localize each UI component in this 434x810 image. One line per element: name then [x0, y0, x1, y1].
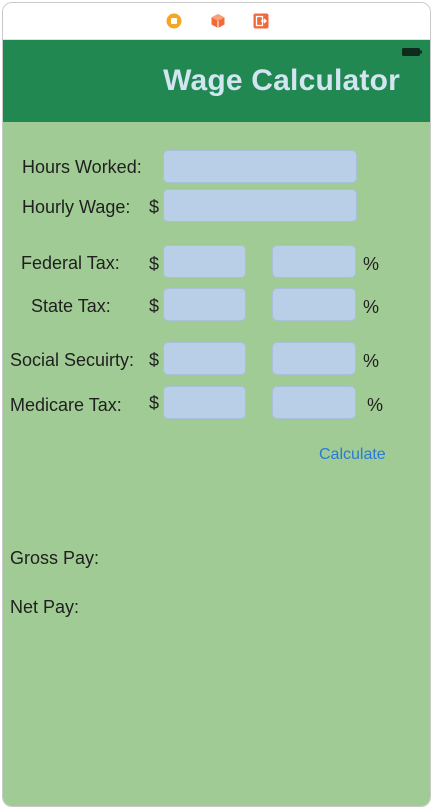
- scene-dock: [3, 3, 430, 40]
- federal-tax-label: Federal Tax:: [21, 253, 120, 273]
- cube-icon[interactable]: [210, 13, 226, 29]
- hourly-wage-label: Hourly Wage:: [22, 197, 131, 217]
- state-tax-label: State Tax:: [31, 296, 111, 316]
- medicare-tax-amount-input[interactable]: [163, 386, 246, 419]
- medicare-tax-percent-input[interactable]: [272, 386, 356, 419]
- federal-tax-percent-sign: %: [363, 254, 380, 274]
- federal-tax-percent-input[interactable]: [272, 245, 356, 278]
- social-security-label: Social Secuirty:: [10, 350, 135, 370]
- federal-tax-amount-input[interactable]: [163, 245, 246, 278]
- gross-pay-label: Gross Pay:: [10, 548, 100, 568]
- hours-worked-label: Hours Worked:: [22, 157, 142, 177]
- social-security-currency: $: [149, 350, 160, 370]
- net-pay-label: Net Pay:: [10, 597, 80, 617]
- medicare-tax-currency: $: [149, 393, 160, 413]
- hourly-wage-input[interactable]: [163, 189, 357, 222]
- state-tax-currency: $: [149, 296, 160, 316]
- social-security-percent-sign: %: [363, 351, 380, 371]
- state-tax-percent-input[interactable]: [272, 288, 356, 321]
- state-tax-percent-sign: %: [363, 297, 380, 317]
- app-view: Wage Calculator Hours Worked: Hourly Wag…: [3, 40, 430, 806]
- state-tax-amount-input[interactable]: [163, 288, 246, 321]
- page-title: Wage Calculator: [163, 64, 400, 97]
- stop-icon[interactable]: [166, 13, 182, 29]
- battery-icon: [402, 48, 422, 56]
- medicare-tax-label: Medicare Tax:: [10, 395, 122, 415]
- calculate-button[interactable]: Calculate: [319, 446, 386, 463]
- medicare-tax-percent-sign: %: [367, 395, 384, 415]
- social-security-percent-input[interactable]: [272, 342, 356, 375]
- social-security-amount-input[interactable]: [163, 342, 246, 375]
- exit-icon[interactable]: [253, 13, 269, 29]
- hourly-wage-currency: $: [149, 197, 160, 217]
- federal-tax-currency: $: [149, 254, 160, 274]
- navigation-bar: Wage Calculator: [3, 40, 430, 122]
- hours-worked-input[interactable]: [163, 150, 357, 183]
